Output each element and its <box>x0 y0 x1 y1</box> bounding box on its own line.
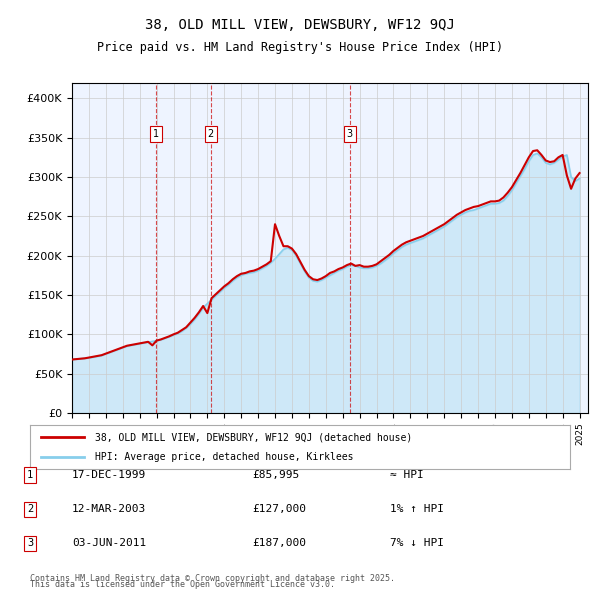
Text: Contains HM Land Registry data © Crown copyright and database right 2025.: Contains HM Land Registry data © Crown c… <box>30 574 395 583</box>
Text: 1: 1 <box>153 129 159 139</box>
Text: 1% ↑ HPI: 1% ↑ HPI <box>390 504 444 514</box>
Text: 38, OLD MILL VIEW, DEWSBURY, WF12 9QJ (detached house): 38, OLD MILL VIEW, DEWSBURY, WF12 9QJ (d… <box>95 432 412 442</box>
Text: 3: 3 <box>347 129 353 139</box>
Text: £187,000: £187,000 <box>252 539 306 548</box>
Text: Price paid vs. HM Land Registry's House Price Index (HPI): Price paid vs. HM Land Registry's House … <box>97 41 503 54</box>
Text: 17-DEC-1999: 17-DEC-1999 <box>72 470 146 480</box>
Text: £85,995: £85,995 <box>252 470 299 480</box>
Text: HPI: Average price, detached house, Kirklees: HPI: Average price, detached house, Kirk… <box>95 452 353 461</box>
Text: 2: 2 <box>208 129 214 139</box>
Text: 03-JUN-2011: 03-JUN-2011 <box>72 539 146 548</box>
Text: 2: 2 <box>27 504 33 514</box>
Text: 1: 1 <box>27 470 33 480</box>
Text: £127,000: £127,000 <box>252 504 306 514</box>
Text: ≈ HPI: ≈ HPI <box>390 470 424 480</box>
Text: 3: 3 <box>27 539 33 548</box>
Text: This data is licensed under the Open Government Licence v3.0.: This data is licensed under the Open Gov… <box>30 580 335 589</box>
Text: 12-MAR-2003: 12-MAR-2003 <box>72 504 146 514</box>
Text: 38, OLD MILL VIEW, DEWSBURY, WF12 9QJ: 38, OLD MILL VIEW, DEWSBURY, WF12 9QJ <box>145 18 455 32</box>
Text: 7% ↓ HPI: 7% ↓ HPI <box>390 539 444 548</box>
